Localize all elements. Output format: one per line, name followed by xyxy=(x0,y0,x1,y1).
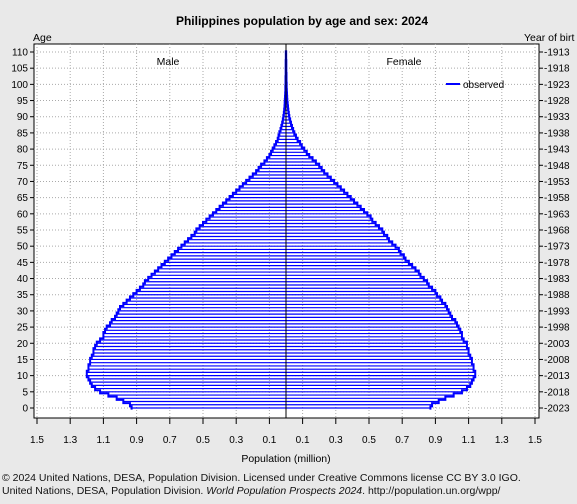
age-tick-label: 70 xyxy=(17,177,29,188)
age-tick-label: 50 xyxy=(17,242,29,253)
age-tick-label: 45 xyxy=(17,258,29,269)
x-tick-label: 0.3 xyxy=(229,435,243,446)
year-tick-label: -2008 xyxy=(544,355,570,366)
year-tick-label: -1978 xyxy=(544,258,570,269)
year-tick-label: -1933 xyxy=(544,112,570,123)
credits-publication: World Population Prospects 2024 xyxy=(206,485,363,497)
x-tick-label: 0.1 xyxy=(296,435,310,446)
year-tick-label: -1958 xyxy=(544,193,570,204)
x-tick-label: 0.7 xyxy=(163,435,177,446)
year-tick-label: -1973 xyxy=(544,242,570,253)
age-tick-label: 15 xyxy=(17,355,29,366)
x-tick-label: 1.3 xyxy=(495,435,509,446)
credits-prefix: United Nations, DESA, Population Divisio… xyxy=(2,485,207,497)
year-tick-label: -1968 xyxy=(544,226,570,237)
age-tick-label: 90 xyxy=(17,112,29,123)
x-tick-label: 1.3 xyxy=(63,435,77,446)
year-tick-label: -1943 xyxy=(544,145,570,156)
age-tick-label: 20 xyxy=(17,339,29,350)
age-tick-label: 95 xyxy=(17,96,29,107)
year-tick-label: -1948 xyxy=(544,161,570,172)
legend: observed xyxy=(446,80,504,91)
age-tick-label: 105 xyxy=(11,64,28,75)
year-tick-label: -1983 xyxy=(544,274,570,285)
x-tick-label: 1.5 xyxy=(528,435,542,446)
age-tick-label: 85 xyxy=(17,128,29,139)
age-tick-label: 40 xyxy=(17,274,29,285)
bars-group xyxy=(86,51,476,409)
age-tick-label: 5 xyxy=(22,387,28,398)
year-axis: -2023 -2018 -2013 -2008 -2003 -1998 -1993 -1988… xyxy=(539,48,570,415)
x-tick-label: 0.9 xyxy=(130,435,144,446)
age-axis: 0 5 10 15 20 25 30 35 40 45 50 55 60 65 70 75 80 85 90 95 10… xyxy=(11,48,34,415)
x-tick-label: 0.9 xyxy=(428,435,442,446)
right-axis-title: Year of birt xyxy=(524,32,574,44)
year-tick-label: -1913 xyxy=(544,48,570,59)
credits-line-1: © 2024 United Nations, DESA, Population … xyxy=(2,472,521,484)
year-tick-label: -2013 xyxy=(544,371,570,382)
x-tick-label: 0.1 xyxy=(262,435,276,446)
age-tick-label: 10 xyxy=(17,371,29,382)
age-tick-label: 75 xyxy=(17,161,29,172)
male-outline xyxy=(85,50,287,410)
credits-line-2: United Nations, DESA, Population Divisio… xyxy=(2,485,577,498)
legend-label: observed xyxy=(463,80,504,91)
age-tick-label: 55 xyxy=(17,226,29,237)
x-tick-label: 0.5 xyxy=(196,435,210,446)
year-tick-label: -1993 xyxy=(544,306,570,317)
x-tick-label: 1.1 xyxy=(462,435,476,446)
age-tick-label: 110 xyxy=(12,48,28,59)
year-tick-label: -1928 xyxy=(544,96,570,107)
x-tick-label: 0.3 xyxy=(329,435,343,446)
outline-group xyxy=(85,50,477,410)
age-tick-label: 30 xyxy=(17,306,29,317)
x-tick-label: 0.5 xyxy=(362,435,376,446)
year-tick-label: -1918 xyxy=(544,64,570,75)
female-label: Female xyxy=(386,56,421,68)
year-tick-label: -1923 xyxy=(544,80,570,91)
year-tick-label: -1953 xyxy=(544,177,570,188)
age-tick-label: 25 xyxy=(17,323,29,334)
year-tick-label: -1998 xyxy=(544,323,570,334)
female-outline xyxy=(285,50,477,410)
year-tick-label: -2023 xyxy=(544,404,570,415)
year-tick-label: -1963 xyxy=(544,209,570,220)
age-tick-label: 65 xyxy=(17,193,29,204)
age-tick-label: 0 xyxy=(22,404,28,415)
chart-title: Philippines population by age and sex: 2… xyxy=(176,14,428,28)
x-axis-title: Population (million) xyxy=(241,453,330,465)
left-axis-title: Age xyxy=(33,32,52,44)
year-tick-label: -1938 xyxy=(544,128,570,139)
age-tick-label: 100 xyxy=(11,80,28,91)
credits: © 2024 United Nations, DESA, Population … xyxy=(2,472,577,498)
credits-suffix: . http://population.un.org/wpp/ xyxy=(362,485,501,497)
age-tick-label: 60 xyxy=(17,209,29,220)
year-tick-label: -1988 xyxy=(544,290,570,301)
x-tick-label: 1.5 xyxy=(30,435,44,446)
male-label: Male xyxy=(157,56,180,68)
x-tick-label: 1.1 xyxy=(96,435,110,446)
x-tick-label: 0.7 xyxy=(395,435,409,446)
year-tick-label: -2003 xyxy=(544,339,570,350)
age-tick-label: 35 xyxy=(17,290,29,301)
x-axis: 1.5 1.3 1.1 0.9 0.7 0.5 0.3 0.1 0.1 0.3 0.5 0.7 0.9 1… xyxy=(30,418,542,446)
year-tick-label: -2018 xyxy=(544,387,570,398)
age-tick-label: 80 xyxy=(17,145,29,156)
